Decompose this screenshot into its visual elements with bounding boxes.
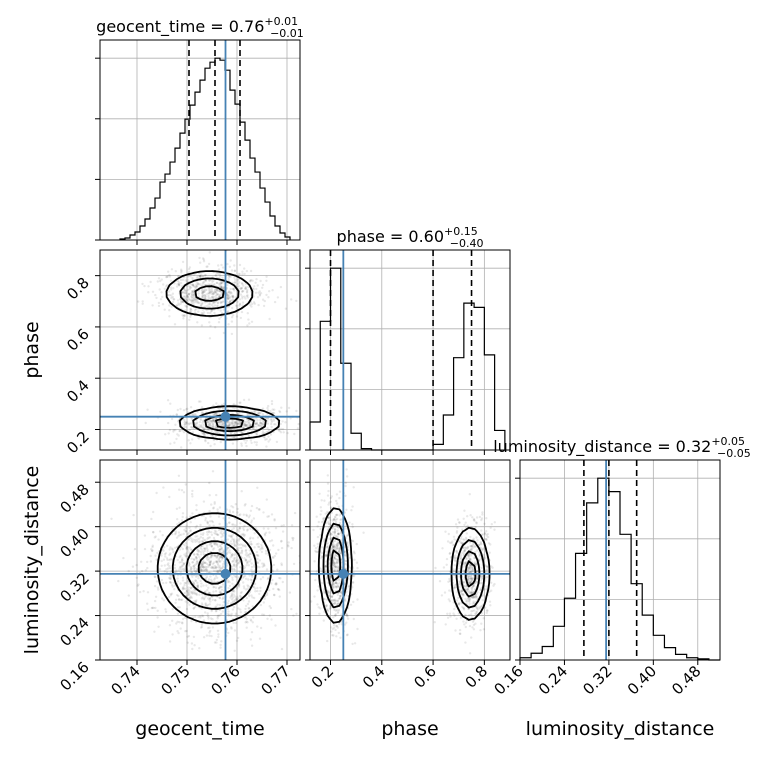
xtick-label-luminosity_distance: 0.32 <box>579 662 615 698</box>
ytick-label-luminosity_distance: 0.24 <box>56 614 92 650</box>
truth-layer <box>100 40 608 660</box>
xtick-label-phase: 0.4 <box>359 662 389 692</box>
data-layer <box>119 40 720 661</box>
contour-level <box>317 507 491 624</box>
frame-layer <box>95 39 721 665</box>
title-plus: +0.05 <box>711 435 745 448</box>
title-luminosity_distance: luminosity_distance = 0.32+0.05 −0.05 <box>493 435 751 460</box>
xtick-label-phase: 0.2 <box>308 662 338 692</box>
title-main: phase = 0.60 <box>337 227 444 246</box>
truth-point-phase_vs_luminosity_distance <box>338 568 349 579</box>
title-plus: +0.15 <box>444 225 478 238</box>
xtick-label-luminosity_distance: 0.48 <box>668 662 704 698</box>
xlabel-luminosity_distance: luminosity_distance <box>526 718 715 740</box>
xlabel-geocent_time: geocent_time <box>135 718 264 740</box>
ytick-label-luminosity_distance: 0.48 <box>56 480 92 516</box>
ylabel-phase: phase <box>21 321 43 378</box>
panel-frame-phase-phase <box>309 249 511 451</box>
truth-point-geocent_time_vs_luminosity_distance <box>220 568 231 579</box>
contours-geocent_time_vs_phase <box>165 270 281 441</box>
xlabel-phase: phase <box>381 718 438 740</box>
contour-level <box>156 512 273 625</box>
title-minus: −0.01 <box>270 27 304 40</box>
xtick-label-geocent_time: 0.74 <box>107 662 143 698</box>
panel-frame-geocent_time-geocent_time <box>99 39 301 241</box>
contour-level <box>322 522 486 609</box>
grid-layer <box>100 40 720 661</box>
contour-level <box>185 540 244 597</box>
text-layer: 0.20.40.60.80.74 0.75 0.76 0.770.160.240.32… <box>21 15 751 740</box>
xtick-label-phase: 0.8 <box>462 662 492 692</box>
panel-frame-phase-geocent_time <box>99 249 301 451</box>
contours-phase_vs_luminosity_distance <box>317 507 491 624</box>
histogram-geocent_time <box>119 57 291 240</box>
title-minus: −0.40 <box>450 237 484 250</box>
ytick-label-phase: 0.2 <box>63 428 93 458</box>
contour-level <box>165 270 281 441</box>
panel-frame-luminosity_distance-luminosity_distance <box>519 459 721 661</box>
ytick-label-phase: 0.8 <box>63 274 93 304</box>
xtick-label-luminosity_distance: 0.16 <box>490 662 526 698</box>
xtick-label-luminosity_distance: 0.24 <box>535 662 571 698</box>
histogram-phase <box>309 267 506 451</box>
title-main: geocent_time = 0.76 <box>96 17 264 37</box>
contour-level <box>330 549 477 588</box>
title-geocent_time: geocent_time = 0.76+0.01 −0.01 <box>96 15 304 40</box>
ytick-label-phase: 0.6 <box>63 325 93 355</box>
contours-geocent_time_vs_luminosity_distance <box>156 512 273 625</box>
xtick-label-luminosity_distance: 0.40 <box>624 662 660 698</box>
scatter-layer <box>110 250 496 660</box>
title-minus: −0.05 <box>717 447 751 460</box>
xtick-label-geocent_time: 0.75 <box>157 662 193 698</box>
ytick-label-luminosity_distance: 0.32 <box>56 569 92 605</box>
ytick-label-luminosity_distance: 0.40 <box>56 525 92 561</box>
title-phase: phase = 0.60+0.15 −0.40 <box>337 225 484 250</box>
panel-frame-luminosity_distance-geocent_time <box>99 459 301 661</box>
ylabel-luminosity_distance: luminosity_distance <box>21 466 43 655</box>
title-main: luminosity_distance = 0.32 <box>493 437 711 457</box>
histogram-luminosity_distance <box>519 477 720 661</box>
ytick-label-phase: 0.4 <box>63 376 93 406</box>
title-plus: +0.01 <box>264 15 298 28</box>
contour-level <box>179 277 267 437</box>
xtick-label-phase: 0.6 <box>410 662 440 692</box>
panel-frame-luminosity_distance-phase <box>309 459 511 661</box>
xtick-label-geocent_time: 0.76 <box>207 662 243 698</box>
xtick-label-geocent_time: 0.77 <box>257 662 293 698</box>
ytick-label-luminosity_distance: 0.16 <box>56 658 92 694</box>
truth-point-geocent_time_vs_phase <box>220 411 231 422</box>
contour-level <box>194 285 255 433</box>
